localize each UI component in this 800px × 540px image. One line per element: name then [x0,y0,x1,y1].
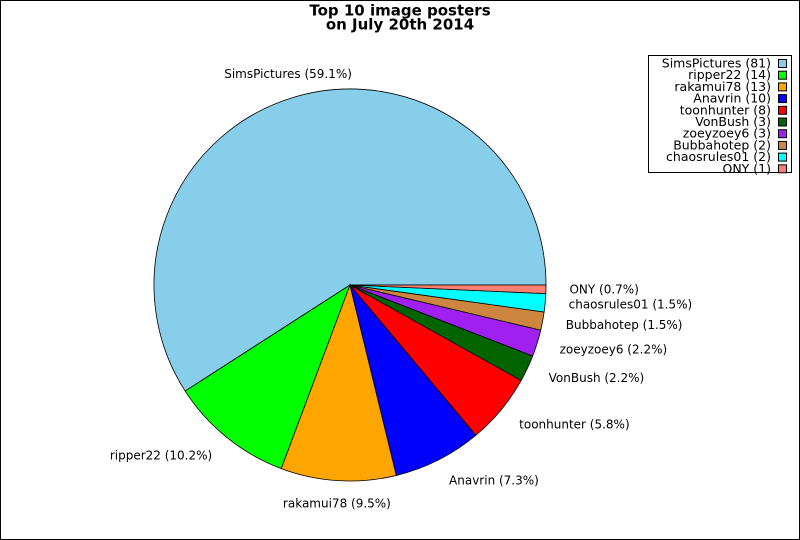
legend-label: ONY (1) [722,161,771,176]
slice-label: ONY (0.7%) [569,282,638,296]
slice-label: ripper22 (10.2%) [110,448,212,462]
legend-swatch [778,129,787,139]
legend-swatch [778,82,787,92]
legend-label: chaosrules01 (2) [666,149,771,164]
slice-label: VonBush (2.2%) [549,371,645,385]
legend-box [648,55,792,173]
pie-slice [153,88,547,392]
legend-swatch [778,152,787,162]
legend-label: SimsPictures (81) [662,56,771,71]
legend-swatch [778,117,787,127]
chart-subtitle: on July 20th 2014 [326,16,474,34]
pie-slice [184,284,351,470]
legend-swatch [778,105,787,115]
slice-label: zoeyzoey6 (2.2%) [560,343,668,357]
legend-swatch [778,140,787,150]
legend-swatch [778,94,787,104]
legend-label: zoeyzoey6 (3) [683,126,771,141]
slice-label: SimsPictures (59.1%) [224,67,352,81]
legend-swatch [778,70,787,80]
pie-slice [280,283,397,482]
legend-label: Bubbahotep (2) [673,137,771,152]
legend-label: ripper22 (14) [688,67,771,82]
legend-label: rakamui78 (13) [674,79,771,94]
slice-label: Bubbahotep (1.5%) [566,318,683,332]
slice-label: toonhunter (5.8%) [519,417,630,431]
slice-label: Anavrin (7.3%) [449,473,539,487]
chart-title: Top 10 image posters [309,2,490,20]
legend-label: Anavrin (10) [693,91,771,106]
legend-label: VonBush (3) [695,114,771,129]
legend: SimsPictures (81)ripper22 (14)rakamui78 … [648,55,792,176]
slice-label: chaosrules01 (1.5%) [569,297,693,311]
pie-slice [349,284,547,295]
legend-swatch [778,164,787,174]
slice-label: rakamui78 (9.5%) [283,497,391,511]
legend-label: toonhunter (8) [680,102,771,117]
legend-swatch [778,59,787,68]
